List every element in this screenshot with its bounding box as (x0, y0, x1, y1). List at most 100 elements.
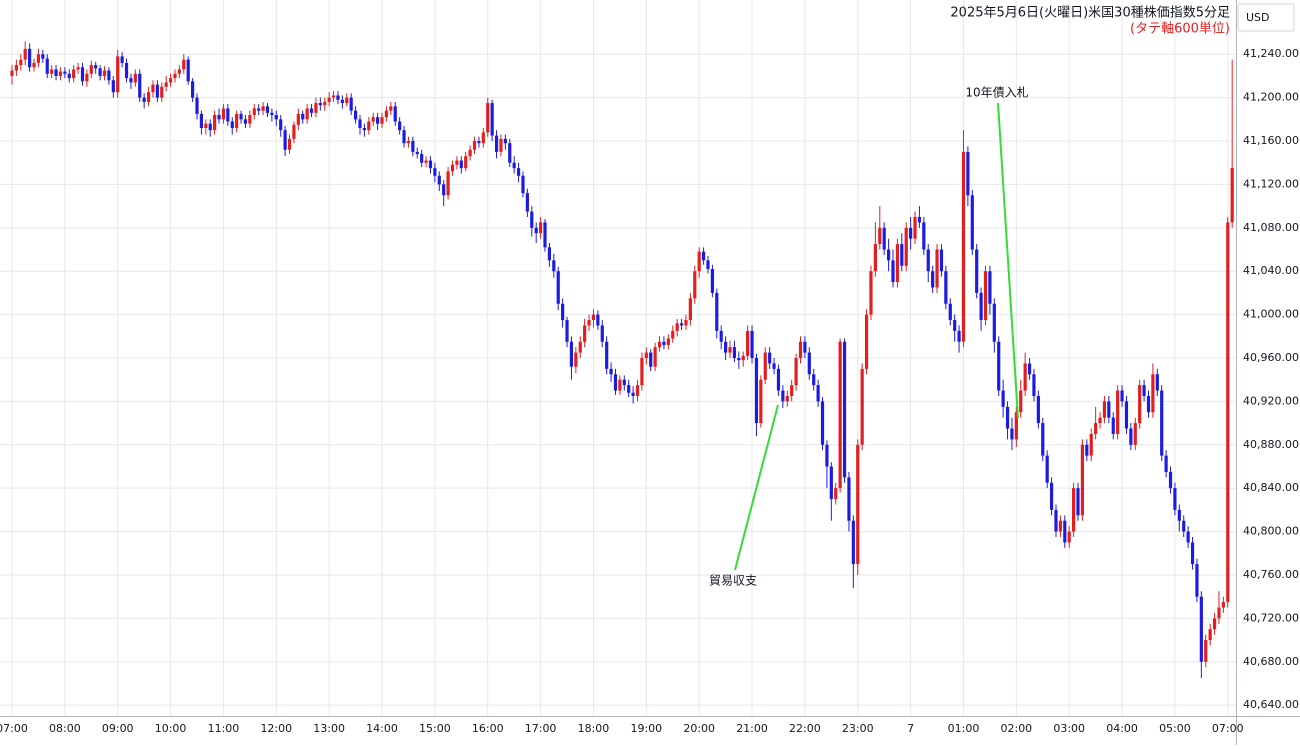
axis-panel (0, 716, 1237, 745)
candle-body (574, 352, 578, 367)
candle-body (790, 385, 794, 396)
x-tick-label: 03:00 (1053, 722, 1085, 735)
candle-body (433, 168, 437, 176)
candle-body (1019, 390, 1023, 413)
candle-body (1226, 222, 1230, 603)
candle-body (992, 303, 996, 342)
candle-body (798, 341, 803, 358)
axis-panel (1237, 0, 1300, 745)
candle-body (230, 121, 234, 129)
candle-body (309, 108, 314, 113)
candle-body (671, 330, 675, 339)
x-tick-label: 16:00 (472, 722, 504, 735)
candle-body (314, 103, 318, 113)
x-tick-label: 15:00 (419, 722, 451, 735)
candle-body (50, 69, 54, 74)
candle-body (89, 65, 93, 74)
candle-body (1058, 520, 1062, 532)
candle-body (613, 374, 618, 391)
candle-body (494, 135, 499, 152)
candle-body (455, 160, 459, 165)
candle-body (186, 59, 190, 82)
candle-body (376, 117, 380, 124)
y-tick-label: 41,120.00 (1243, 177, 1299, 190)
candle-body (1045, 455, 1049, 483)
candle-body (1085, 444, 1089, 456)
candle-body (684, 320, 688, 326)
candle-body (287, 138, 292, 150)
candle-body (486, 103, 490, 133)
candle-body (138, 73, 142, 98)
y-tick-label: 40,880.00 (1243, 438, 1299, 451)
candle-body (820, 401, 825, 445)
candle-body (983, 271, 988, 321)
candle-body (318, 103, 322, 106)
candle-body (428, 160, 433, 169)
candle-body (710, 269, 714, 293)
unit-box (1237, 3, 1295, 32)
candle-body (975, 249, 979, 293)
x-tick-label: 20:00 (683, 722, 715, 735)
candle-body (1173, 488, 1177, 510)
candle-body (829, 466, 833, 500)
candle-body (895, 244, 900, 283)
y-tick-label: 40,920.00 (1243, 394, 1299, 407)
candle-body (1168, 471, 1173, 489)
candle-body (886, 249, 891, 261)
y-tick-label: 41,080.00 (1243, 221, 1299, 234)
candle-body (45, 58, 49, 74)
candle-body (402, 130, 406, 144)
candle-body (301, 113, 305, 120)
candle-body (935, 249, 939, 288)
candle-body (979, 292, 983, 321)
candle-body (1186, 531, 1190, 543)
candle-body (569, 341, 574, 367)
candle-body (869, 271, 873, 315)
candle-body (155, 84, 159, 98)
candle-body (539, 222, 543, 234)
y-tick-label: 41,040.00 (1243, 264, 1299, 277)
candle-body (997, 341, 1001, 391)
candles (10, 41, 1234, 679)
candle-body (706, 260, 710, 270)
candle-body (697, 251, 701, 272)
candle-body (1208, 629, 1212, 641)
candle-body (76, 67, 80, 70)
candle-body (750, 330, 754, 358)
candle-body (737, 358, 741, 361)
candle-body (499, 138, 503, 152)
candle-body (904, 227, 908, 266)
candle-body (746, 330, 750, 356)
candle-body (864, 314, 869, 369)
candle-body (878, 227, 882, 245)
x-tick-label: 05:00 (1159, 722, 1191, 735)
annotation-line (734, 404, 779, 571)
candle-body (1138, 385, 1142, 424)
candle-body (481, 132, 485, 144)
candle-body (547, 247, 552, 261)
candle-body (653, 347, 657, 367)
candle-body (393, 106, 397, 122)
candle-body (591, 314, 596, 321)
candle-body (274, 114, 278, 120)
candle-body (785, 395, 789, 402)
candle-body (261, 106, 265, 111)
x-tick-label: 18:00 (578, 722, 610, 735)
candle-body (133, 73, 137, 83)
candle-body (182, 59, 186, 70)
candle-body (371, 117, 375, 122)
candle-body (618, 379, 622, 391)
candle-body (583, 325, 587, 342)
candle-body (384, 110, 389, 118)
y-tick-label: 40,720.00 (1243, 611, 1299, 624)
candle-body (530, 211, 534, 228)
y-tick-label: 41,240.00 (1243, 47, 1299, 60)
candle-body (279, 119, 283, 131)
candle-body (208, 123, 212, 131)
candle-body (1155, 374, 1159, 391)
candle-body (54, 69, 58, 76)
candle-body (521, 175, 525, 194)
candle-body (1107, 401, 1111, 418)
candle-body (362, 128, 366, 131)
